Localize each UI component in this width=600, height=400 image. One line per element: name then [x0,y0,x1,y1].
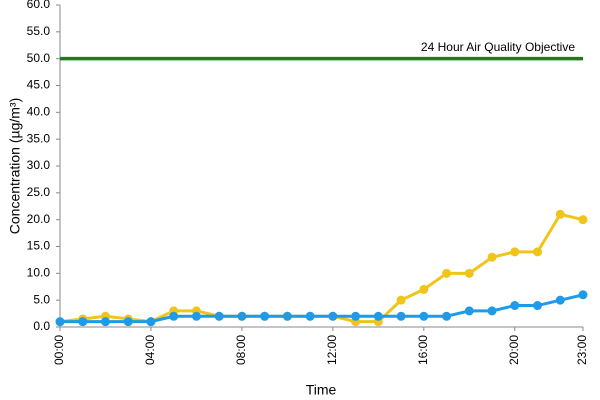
objective-label: 24 Hour Air Quality Objective [421,40,575,54]
data-point [191,311,201,321]
data-point [419,284,429,294]
data-point [260,311,270,321]
y-tick-label: 25.0 [27,185,51,199]
data-point [146,317,156,327]
data-point [487,252,497,262]
data-point [510,301,520,311]
data-point [214,311,224,321]
data-point [305,311,315,321]
data-point [442,268,452,278]
y-tick-label: 30.0 [27,158,51,172]
data-point [78,317,88,327]
data-point [169,311,179,321]
data-point [487,306,497,316]
data-point [396,311,406,321]
data-point [533,301,543,311]
x-tick-label: 08:00 [234,335,248,365]
y-tick-label: 50.0 [27,51,51,65]
data-point [282,311,292,321]
y-tick-label: 55.0 [27,24,51,38]
data-point [123,317,133,327]
data-point [351,311,361,321]
x-tick-label: 23:00 [575,335,589,365]
data-point [373,311,383,321]
data-point [464,268,474,278]
data-point [419,311,429,321]
x-tick-label: 20:00 [507,335,521,365]
x-tick-label: 16:00 [416,335,430,365]
y-tick-label: 0.0 [33,319,50,333]
data-point [555,295,565,305]
y-axis-title: Concentration (µg/m³) [7,98,23,234]
x-tick-label: 00:00 [52,335,66,365]
data-point [442,311,452,321]
x-tick-label: 04:00 [143,335,157,365]
y-tick-label: 15.0 [27,239,51,253]
data-point [510,247,520,257]
data-point [578,215,588,225]
data-point [464,306,474,316]
series-line [59,212,584,324]
x-tick-label: 12:00 [325,335,339,365]
y-tick-label: 5.0 [33,292,50,306]
y-tick-label: 10.0 [27,266,51,280]
x-axis-title: Time [306,382,337,398]
data-point [555,209,565,219]
data-point [55,317,65,327]
series-line [60,293,584,324]
data-point [396,295,406,305]
y-tick-label: 40.0 [27,105,51,119]
y-tick-label: 45.0 [27,78,51,92]
y-tick-label: 35.0 [27,131,51,145]
data-point [328,311,338,321]
data-point [237,311,247,321]
data-point [533,247,543,257]
data-point [100,317,110,327]
y-tick-label: 60.0 [27,0,51,11]
data-point [578,290,588,300]
y-tick-label: 20.0 [27,212,51,226]
